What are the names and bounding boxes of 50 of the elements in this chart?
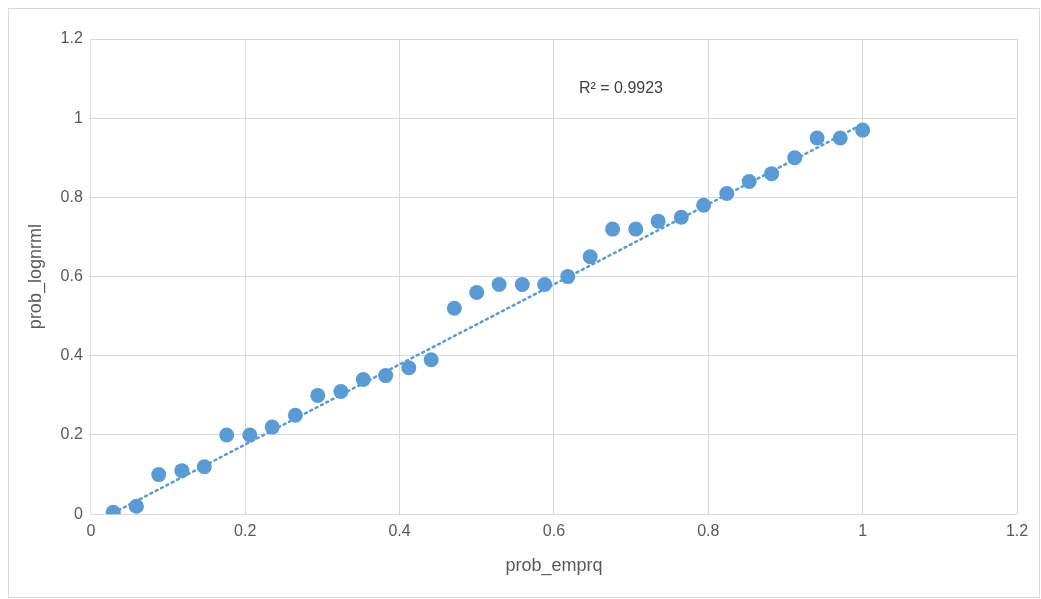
x-tick-label: 0.2 [234, 522, 257, 540]
point [855, 122, 871, 138]
point [673, 209, 689, 225]
y-tick-label: 0.8 [60, 187, 83, 205]
point [650, 213, 666, 229]
point [219, 427, 235, 443]
point [628, 221, 644, 237]
point [809, 130, 825, 146]
annotation: R² = 0.9923 [578, 79, 664, 97]
x-tick-label: 0.4 [388, 522, 411, 540]
point [764, 166, 780, 182]
point [582, 249, 598, 265]
x-tick-label: 0.8 [697, 522, 720, 540]
point [128, 498, 144, 514]
point [333, 383, 349, 399]
point [355, 372, 371, 388]
point [287, 407, 303, 423]
point [491, 277, 507, 293]
y-tick-label: 1.2 [60, 29, 83, 47]
x-tick-label: 1 [858, 522, 868, 540]
point [423, 352, 439, 368]
point [196, 459, 212, 475]
point [605, 221, 621, 237]
point [696, 197, 712, 213]
point [560, 269, 576, 285]
point [174, 463, 190, 479]
point [832, 130, 848, 146]
x-tick-label: 0 [86, 522, 96, 540]
y-tick-label: 1 [73, 108, 83, 126]
point [469, 284, 485, 300]
point [741, 174, 757, 190]
y-axis-title: prob_lognrml [24, 224, 46, 330]
x-axis-title: prob_emprq [505, 555, 603, 577]
y-tick-label: 0.6 [60, 267, 83, 285]
y-tick-label: 0.2 [60, 425, 83, 443]
x-tick-label: 0.6 [542, 522, 566, 540]
point [264, 419, 280, 435]
point [242, 427, 258, 443]
y-tick-label: 0.4 [60, 346, 83, 364]
x-tick-label: 1.2 [1005, 522, 1029, 540]
point [787, 150, 803, 166]
point [401, 360, 417, 376]
point [310, 387, 326, 403]
y-tick-label: 0 [73, 504, 83, 522]
point [719, 185, 735, 201]
point [446, 300, 462, 316]
point [151, 467, 167, 483]
point [378, 368, 394, 384]
point [514, 277, 530, 293]
point [537, 277, 553, 293]
